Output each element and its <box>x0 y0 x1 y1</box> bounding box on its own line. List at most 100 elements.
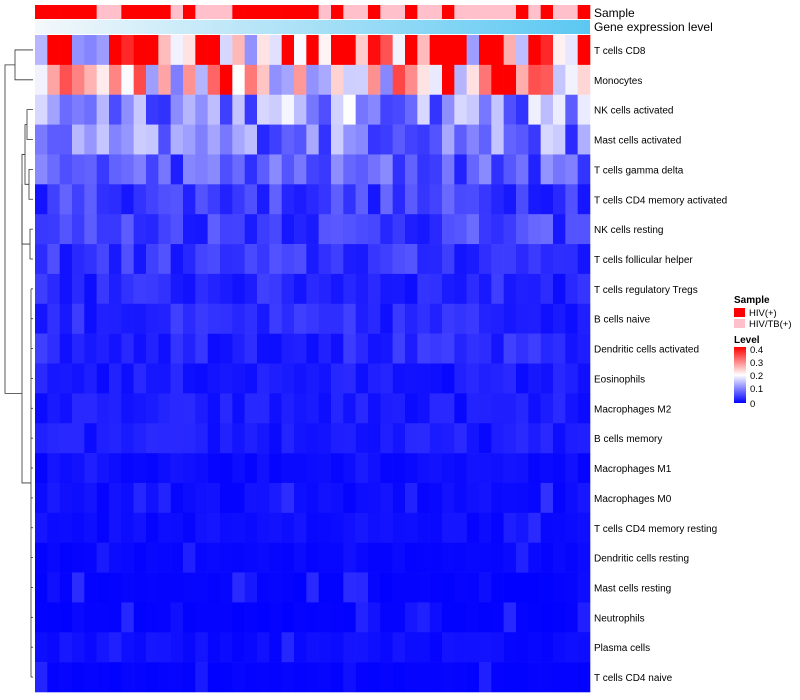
heatmap-cell <box>368 662 381 693</box>
heatmap-cell <box>109 572 122 603</box>
heatmap-cell <box>220 363 233 394</box>
heatmap-cell <box>355 662 369 693</box>
heatmap-cell <box>565 333 578 364</box>
heatmap-cell <box>503 124 517 155</box>
heatmap-cell <box>59 542 73 573</box>
heatmap-cell <box>207 154 221 185</box>
heatmap-cell <box>318 214 332 245</box>
heatmap-cell <box>47 632 60 663</box>
heatmap-cell <box>454 662 467 693</box>
heatmap-cell <box>368 602 381 633</box>
heatmap-cell <box>540 542 554 573</box>
heatmap-cell <box>195 124 208 155</box>
heatmap-cell <box>565 273 578 305</box>
heatmap-cell <box>269 184 282 215</box>
heatmap-cell <box>35 214 48 245</box>
heatmap-cell <box>318 333 332 364</box>
heatmap-cell <box>429 303 443 334</box>
heatmap-cell <box>392 244 406 275</box>
heatmap-cell <box>466 363 480 394</box>
heatmap-cell <box>565 662 578 693</box>
heatmap-cell <box>59 662 73 693</box>
heatmap-cell <box>269 662 282 693</box>
heatmap-cell <box>35 482 48 514</box>
heatmap-cell <box>331 154 344 185</box>
heatmap-cell <box>528 124 541 155</box>
heatmap-cell <box>232 662 245 693</box>
heatmap-cell <box>47 244 60 275</box>
heatmap-cell <box>109 35 122 66</box>
heatmap-cell <box>183 124 196 155</box>
heatmap-cell <box>565 632 578 663</box>
heatmap-cell <box>392 363 406 394</box>
heatmap-cell <box>528 333 541 364</box>
sample-cell <box>72 5 85 19</box>
heatmap-cell <box>158 423 171 454</box>
heatmap-cell <box>170 94 184 125</box>
heatmap-cell <box>528 423 541 454</box>
heatmap-cell <box>491 303 504 334</box>
sample-cell <box>133 5 147 19</box>
heatmap-cell <box>503 482 517 514</box>
sample-cell <box>491 5 504 19</box>
heatmap-cell <box>281 64 295 96</box>
heatmap-cell <box>146 64 159 96</box>
heatmap-cell <box>380 572 393 603</box>
heatmap-cell <box>72 94 85 125</box>
heatmap-cell <box>294 602 307 633</box>
heatmap-cell <box>331 273 344 305</box>
heatmap-cell <box>146 602 159 633</box>
heatmap-cell <box>565 393 578 424</box>
heatmap-cell <box>281 512 295 543</box>
heatmap-cell <box>503 542 517 573</box>
heatmap-cell <box>96 184 110 215</box>
heatmap-cell <box>232 572 245 603</box>
heatmap-cell <box>454 632 467 663</box>
heatmap-cell <box>133 94 147 125</box>
heatmap-cell <box>442 542 455 573</box>
heatmap-cell <box>503 303 517 334</box>
heatmap-cell <box>72 333 85 364</box>
heatmap-cell <box>429 363 443 394</box>
heatmap-cell <box>405 154 418 185</box>
heatmap-cell <box>183 184 196 215</box>
heatmap-cell <box>96 244 110 275</box>
heatmap-cell <box>405 303 418 334</box>
heatmap-cell <box>331 602 344 633</box>
heatmap-cell <box>331 363 344 394</box>
heatmap-cell <box>47 303 60 334</box>
heatmap-cell <box>220 35 233 66</box>
heatmap-cell <box>146 393 159 424</box>
row-label: Eosinophils <box>594 374 645 385</box>
heatmap-cell <box>417 662 430 693</box>
heatmap-cell <box>491 453 504 484</box>
heatmap-cell <box>59 393 73 424</box>
heatmap-cell <box>72 542 85 573</box>
heatmap-cell <box>405 482 418 514</box>
heatmap-cell <box>355 94 369 125</box>
row-label: Macrophages M2 <box>594 404 672 415</box>
heatmap-cell <box>59 94 73 125</box>
heatmap-cell <box>368 632 381 663</box>
heatmap-cell <box>59 214 73 245</box>
heatmap-cell <box>133 244 147 275</box>
row-label: Mast cells resting <box>594 583 671 594</box>
heatmap-cell <box>257 662 270 693</box>
heatmap-cell <box>195 512 208 543</box>
heatmap-cell <box>96 214 110 245</box>
heatmap-cell <box>392 393 406 424</box>
heatmap-cell <box>343 363 356 394</box>
heatmap-cell <box>183 632 196 663</box>
heatmap-cell <box>491 363 504 394</box>
heatmap-cell <box>355 632 369 663</box>
heatmap-cell <box>133 542 147 573</box>
heatmap-cell <box>368 363 381 394</box>
heatmap-cell <box>405 423 418 454</box>
heatmap-cell <box>479 572 492 603</box>
heatmap-cell <box>220 423 233 454</box>
heatmap-cell <box>109 154 122 185</box>
heatmap-cell <box>146 482 159 514</box>
heatmap-cell <box>158 94 171 125</box>
heatmap-cell <box>405 632 418 663</box>
heatmap-cell <box>294 214 307 245</box>
